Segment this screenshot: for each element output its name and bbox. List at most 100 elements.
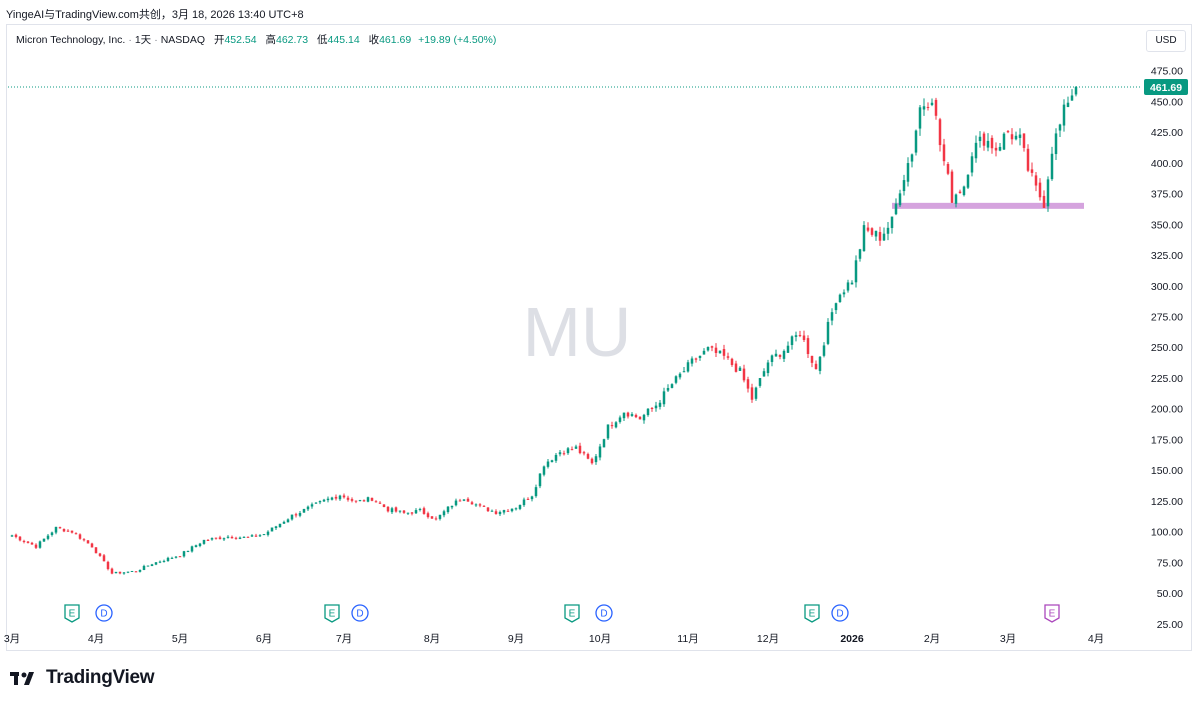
x-tick-label: 5月 <box>172 633 188 645</box>
y-tick-label: 125.00 <box>1151 496 1183 508</box>
candle-body <box>226 536 230 538</box>
candle-body <box>182 551 186 557</box>
candle-body <box>486 507 490 512</box>
time-axis[interactable]: 3月 4月 5月 6月 7月 8月 9月 10月 11月 12月 2026 2月 3月 4月 <box>4 633 1104 645</box>
candle-body <box>386 506 390 512</box>
candle-body <box>426 513 430 518</box>
candle-body <box>546 461 550 467</box>
currency-button[interactable]: USD <box>1146 30 1186 52</box>
candle-body <box>22 540 26 542</box>
candle-body <box>522 499 526 506</box>
candle-body <box>358 500 362 502</box>
candle-body <box>914 130 918 153</box>
candle-body <box>726 356 730 358</box>
symbol-watermark: MU <box>523 293 632 371</box>
x-tick-label: 7月 <box>336 633 352 645</box>
candle-body <box>106 561 110 570</box>
candle-body <box>926 106 930 108</box>
candle-body <box>974 142 978 159</box>
candle-body <box>534 487 538 497</box>
candle-body <box>482 505 486 507</box>
candle-body <box>1046 179 1050 207</box>
candle-body <box>870 228 874 235</box>
x-tick-label: 3月 <box>4 633 20 645</box>
candle-body <box>806 338 810 355</box>
earnings-marker-label: E <box>329 609 336 620</box>
candle-body <box>742 368 746 381</box>
candle-body <box>906 163 910 182</box>
candle-body <box>274 526 278 529</box>
candle-body <box>618 417 622 422</box>
y-tick-label: 475.00 <box>1151 66 1183 78</box>
candle-body <box>1058 124 1062 131</box>
candle-body <box>978 136 982 142</box>
interval-label[interactable]: 1天 <box>134 34 152 46</box>
candle-body <box>94 547 98 554</box>
candle-body <box>502 510 506 513</box>
candle-body <box>326 498 330 501</box>
candle-body <box>494 511 498 514</box>
x-tick-label: 12月 <box>757 633 779 645</box>
candle-body <box>246 536 250 538</box>
candle-body <box>638 416 642 420</box>
candle-body <box>18 536 22 541</box>
candle-body <box>514 508 518 510</box>
x-tick-label: 4月 <box>1088 633 1104 645</box>
candle-body <box>862 225 866 252</box>
candle-body <box>758 378 762 386</box>
candle-body <box>838 294 842 303</box>
price-axis[interactable]: 25.00 50.00 75.00 100.00 125.00 150.00 175.00 2… <box>1151 66 1183 631</box>
candle-body <box>150 564 154 567</box>
candle-body <box>86 540 90 544</box>
open-value: 452.54 <box>224 34 257 46</box>
candle-body <box>418 508 422 510</box>
candle-body <box>786 345 790 353</box>
candle-body <box>1030 169 1034 173</box>
candle-body <box>938 119 942 146</box>
candle-body <box>346 497 350 500</box>
dividend-marker <box>595 604 613 622</box>
candle-body <box>994 147 998 151</box>
candle-body <box>1014 135 1018 140</box>
candle-body <box>530 496 534 500</box>
candle-body <box>634 414 638 418</box>
candle-body <box>234 537 238 539</box>
candle-body <box>626 412 630 417</box>
symbol-name[interactable]: Micron Technology, Inc. <box>16 34 126 46</box>
candle-body <box>510 508 514 512</box>
candle-body <box>70 530 74 533</box>
candle-body <box>462 499 466 501</box>
candle-body <box>406 512 410 514</box>
candle-body <box>854 260 858 283</box>
candle-body <box>814 363 818 370</box>
candle-body <box>902 180 906 192</box>
x-tick-label: 3月 <box>1000 633 1016 645</box>
last-price-label: 461.69 <box>1150 82 1182 94</box>
candle-body <box>294 514 298 516</box>
candle-body <box>30 542 34 545</box>
candle-body <box>834 303 838 311</box>
candle-body <box>398 510 402 512</box>
earnings-marker <box>64 604 80 623</box>
candle-body <box>338 495 342 500</box>
candle-body <box>690 358 694 364</box>
candle-body <box>46 535 50 539</box>
candle-body <box>370 497 374 501</box>
last-price-badge <box>1144 78 1188 95</box>
earnings-marker <box>564 604 580 623</box>
candle-body <box>146 565 150 567</box>
candle-body <box>394 507 398 512</box>
candle-body <box>434 518 438 520</box>
candle-body <box>942 144 946 162</box>
candle-body <box>154 562 158 565</box>
candle-body <box>826 321 830 344</box>
candle-body <box>1034 175 1038 186</box>
candle-body <box>194 545 198 547</box>
candle-body <box>782 350 786 359</box>
tradingview-logo[interactable]: TradingView <box>10 667 155 689</box>
candle-body <box>934 99 938 116</box>
candle-body <box>298 512 302 516</box>
high-label: 高 <box>265 34 277 46</box>
